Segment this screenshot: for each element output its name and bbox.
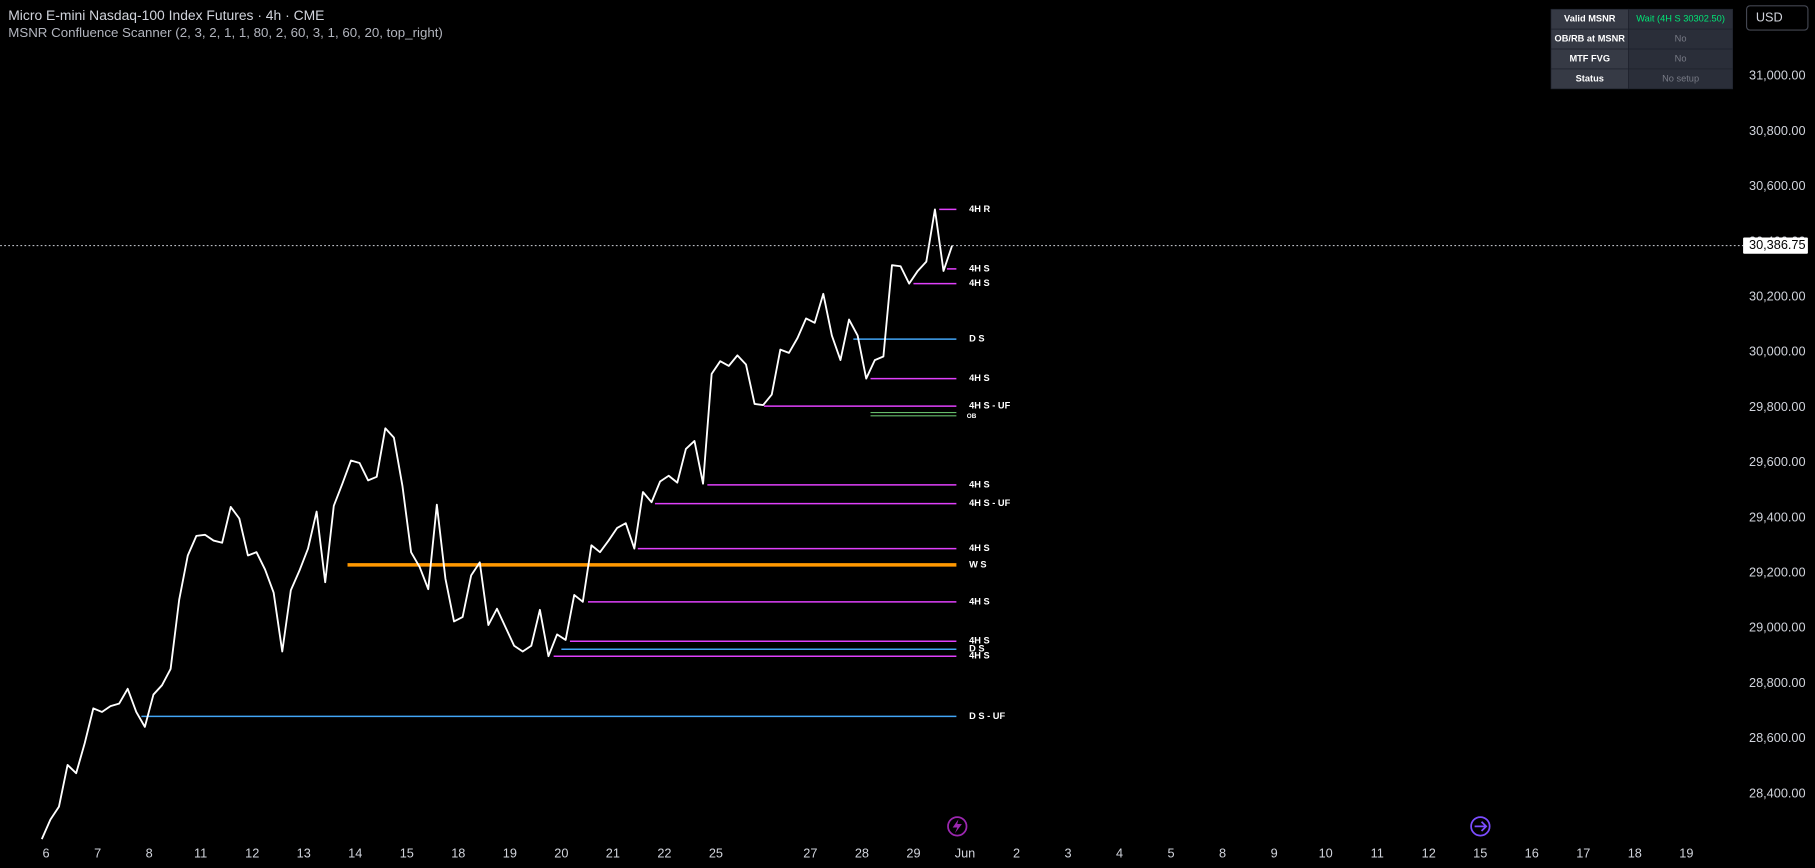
chart-title: Micro E-mini Nasdaq-100 Index Futures · … bbox=[8, 7, 324, 23]
level-label: 4H S bbox=[969, 651, 990, 661]
currency-label[interactable]: USD bbox=[1756, 9, 1783, 24]
y-tick-label: 28,600.00 bbox=[1749, 730, 1806, 745]
x-tick-label: 12 bbox=[245, 845, 259, 860]
x-tick-label: 28 bbox=[855, 845, 869, 860]
x-tick-label: 12 bbox=[1422, 845, 1436, 860]
currency-button[interactable] bbox=[1745, 5, 1809, 31]
y-tick-label: 29,800.00 bbox=[1749, 399, 1806, 414]
x-tick-label: Jun bbox=[955, 845, 976, 860]
event-icon[interactable] bbox=[947, 816, 968, 837]
y-tick-label: 29,600.00 bbox=[1749, 454, 1806, 469]
level-label: 4H S bbox=[969, 596, 990, 606]
table-label: OB/RB at MSNR bbox=[1555, 34, 1626, 44]
x-tick-label: 16 bbox=[1525, 845, 1539, 860]
table-value-cell bbox=[1628, 68, 1734, 90]
table-value: No setup bbox=[1662, 73, 1699, 83]
level-label: 4H S - UF bbox=[969, 498, 1010, 508]
x-tick-label: 2 bbox=[1013, 845, 1020, 860]
event-arrow[interactable] bbox=[1474, 821, 1488, 832]
table-label: Status bbox=[1576, 73, 1604, 83]
y-tick-label: 29,200.00 bbox=[1749, 564, 1806, 579]
level-label: 4H S bbox=[969, 479, 990, 489]
level-label: D S bbox=[969, 334, 984, 344]
x-tick-label: 10 bbox=[1319, 845, 1333, 860]
x-tick-label: 19 bbox=[1679, 845, 1693, 860]
event-icon[interactable] bbox=[1470, 816, 1491, 837]
last-price-box bbox=[1743, 237, 1808, 254]
table-label: MTF FVG bbox=[1569, 53, 1610, 63]
order-block-label: OB bbox=[967, 413, 977, 420]
y-tick-label: 31,000.00 bbox=[1749, 68, 1806, 83]
x-tick-label: 19 bbox=[503, 845, 517, 860]
y-tick-label: 30,000.00 bbox=[1749, 344, 1806, 359]
x-tick-label: 25 bbox=[709, 845, 723, 860]
indicator-subtitle: MSNR Confluence Scanner (2, 3, 2, 1, 1, … bbox=[8, 25, 443, 40]
table-label: Valid MSNR bbox=[1564, 14, 1616, 24]
level-label: W S bbox=[969, 559, 986, 569]
x-tick-label: 17 bbox=[1576, 845, 1590, 860]
x-tick-label: 9 bbox=[1271, 845, 1278, 860]
x-tick-label: 20 bbox=[554, 845, 568, 860]
level-label: 4H S - UF bbox=[969, 401, 1010, 411]
y-tick-label: 29,000.00 bbox=[1749, 620, 1806, 635]
x-tick-label: 3 bbox=[1064, 845, 1071, 860]
x-tick-label: 15 bbox=[400, 845, 414, 860]
level-label: 4H R bbox=[969, 204, 990, 214]
x-tick-label: 13 bbox=[297, 845, 311, 860]
table-value: No bbox=[1675, 34, 1687, 44]
price-line bbox=[40, 208, 953, 840]
info-table: Valid MSNR Wait (4H S 30302.50) OB/RB at M… bbox=[1550, 8, 1734, 90]
x-tick-label: 5 bbox=[1168, 845, 1175, 860]
level-label: D S - UF bbox=[969, 711, 1005, 721]
event-circle[interactable] bbox=[1470, 816, 1491, 837]
x-tick-label: 22 bbox=[657, 845, 671, 860]
event-bolt[interactable] bbox=[952, 819, 962, 834]
level-label: 4H S bbox=[969, 543, 990, 553]
level-label: 4H S bbox=[969, 373, 990, 383]
table-value: Wait (4H S 30302.50) bbox=[1636, 14, 1725, 24]
event-circle[interactable] bbox=[947, 816, 968, 837]
x-tick-label: 21 bbox=[606, 845, 620, 860]
x-tick-label: 11 bbox=[194, 845, 207, 860]
y-tick-label: 29,400.00 bbox=[1749, 509, 1806, 524]
x-tick-label: 27 bbox=[803, 845, 817, 860]
x-tick-label: 18 bbox=[1628, 845, 1642, 860]
y-tick-label: 28,800.00 bbox=[1749, 675, 1806, 690]
x-tick-label: 8 bbox=[1219, 845, 1226, 860]
x-tick-label: 15 bbox=[1473, 845, 1487, 860]
y-tick-label: 30,600.00 bbox=[1749, 178, 1806, 193]
level-label: D S bbox=[969, 644, 984, 654]
x-tick-label: 7 bbox=[94, 845, 101, 860]
x-tick-label: 14 bbox=[348, 845, 362, 860]
level-label: 4H S bbox=[969, 263, 990, 273]
x-tick-label: 29 bbox=[906, 845, 920, 860]
level-label: 4H S bbox=[969, 636, 990, 646]
y-tick-label: 30,800.00 bbox=[1749, 123, 1806, 138]
x-tick-label: 8 bbox=[146, 845, 153, 860]
y-tick-label: 30,200.00 bbox=[1749, 289, 1806, 304]
x-tick-label: 11 bbox=[1371, 845, 1384, 860]
table-value: No bbox=[1675, 53, 1687, 63]
x-tick-label: 6 bbox=[43, 845, 50, 860]
level-label: 4H S bbox=[969, 278, 990, 288]
x-tick-label: 18 bbox=[451, 845, 465, 860]
x-tick-label: 4 bbox=[1116, 845, 1123, 860]
last-price-label: 30,386.75 bbox=[1749, 237, 1806, 252]
y-tick-label: 28,400.00 bbox=[1749, 785, 1806, 800]
